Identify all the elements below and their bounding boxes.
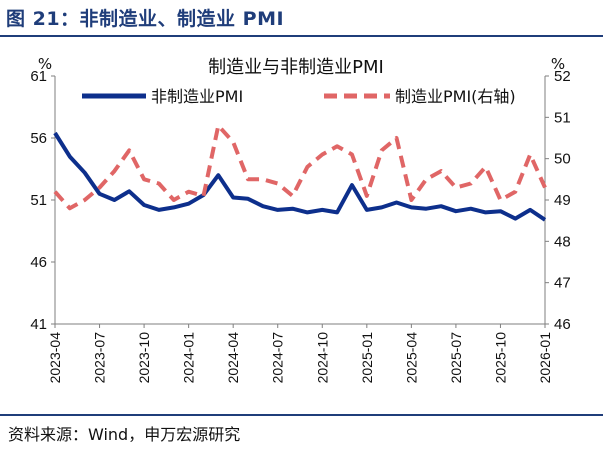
x-tick-label: 2023-07 <box>92 332 108 384</box>
x-tick-label: 2024-01 <box>181 332 197 384</box>
chart-title: 制造业与非制造业PMI <box>208 57 384 78</box>
source-note: 资料来源：Wind，申万宏源研究 <box>8 425 241 444</box>
right-tick-label: 50 <box>554 151 571 168</box>
x-tick-label: 2024-07 <box>270 332 286 384</box>
left-tick-label: 51 <box>30 192 47 209</box>
right-tick-label: 46 <box>554 316 571 333</box>
legend: 非制造业PMI 制造业PMI(右轴) <box>82 87 516 106</box>
x-tick-label: 2024-04 <box>225 332 241 384</box>
x-tick-label: 2026-01 <box>537 332 553 384</box>
axes: 61 56 51 46 41 52 51 50 49 48 47 46 2023-04 2023-07 20… <box>30 68 570 383</box>
legend-label-manufacturing: 制造业PMI(右轴) <box>395 87 516 106</box>
series-line-manufacturing <box>53 123 547 211</box>
x-tick-label: 2025-10 <box>492 332 508 384</box>
right-tick-label: 51 <box>554 109 571 126</box>
right-axis-unit: % <box>551 55 565 73</box>
x-tick-label: 2023-10 <box>136 332 152 384</box>
right-tick-label: 49 <box>554 192 571 209</box>
left-tick-label: 61 <box>30 68 47 85</box>
x-tick-label: 2023-04 <box>47 332 63 384</box>
source-rule <box>0 414 603 416</box>
x-tick-label: 2025-07 <box>448 332 464 384</box>
x-tick-label: 2025-01 <box>359 332 375 384</box>
left-axis-unit: % <box>38 55 52 73</box>
right-tick-label: 48 <box>554 233 571 250</box>
left-tick-label: 41 <box>30 316 47 333</box>
legend-label-non-manufacturing: 非制造业PMI <box>151 87 243 106</box>
x-tick-label: 2024-10 <box>314 332 330 384</box>
left-tick-label: 46 <box>30 254 47 271</box>
series-line-non-manufacturing <box>53 131 547 222</box>
right-tick-label: 52 <box>554 68 571 85</box>
title-rule <box>0 35 603 37</box>
left-tick-label: 56 <box>30 130 47 147</box>
figure-title: 图 21：非制造业、制造业 PMI <box>6 8 285 30</box>
right-tick-label: 47 <box>554 275 571 292</box>
x-tick-label: 2025-04 <box>403 332 419 384</box>
series-layer <box>53 123 547 222</box>
